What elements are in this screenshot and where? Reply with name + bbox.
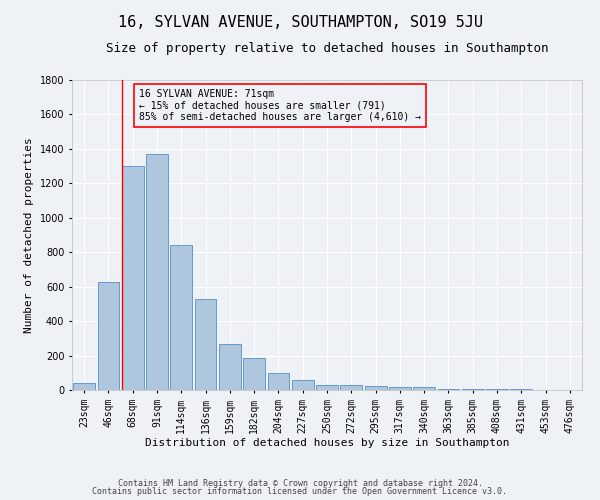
Bar — [316, 385, 338, 390]
Bar — [146, 154, 168, 390]
Bar — [292, 380, 314, 390]
Bar — [219, 344, 241, 390]
Bar — [486, 389, 508, 390]
Text: Contains HM Land Registry data © Crown copyright and database right 2024.: Contains HM Land Registry data © Crown c… — [118, 478, 482, 488]
Bar — [194, 298, 217, 390]
Bar — [268, 373, 289, 390]
Title: Size of property relative to detached houses in Southampton: Size of property relative to detached ho… — [106, 42, 548, 55]
Text: Contains public sector information licensed under the Open Government Licence v3: Contains public sector information licen… — [92, 487, 508, 496]
Bar — [413, 388, 435, 390]
Bar — [437, 388, 460, 390]
Bar — [122, 166, 143, 390]
Text: 16, SYLVAN AVENUE, SOUTHAMPTON, SO19 5JU: 16, SYLVAN AVENUE, SOUTHAMPTON, SO19 5JU — [118, 15, 482, 30]
Bar — [170, 246, 192, 390]
Text: 16 SYLVAN AVENUE: 71sqm
← 15% of detached houses are smaller (791)
85% of semi-d: 16 SYLVAN AVENUE: 71sqm ← 15% of detache… — [139, 90, 421, 122]
Bar — [389, 387, 411, 390]
Y-axis label: Number of detached properties: Number of detached properties — [24, 137, 34, 333]
Bar — [243, 358, 265, 390]
Bar — [73, 383, 95, 390]
Bar — [97, 282, 119, 390]
Bar — [340, 385, 362, 390]
X-axis label: Distribution of detached houses by size in Southampton: Distribution of detached houses by size … — [145, 438, 509, 448]
Bar — [365, 386, 386, 390]
Bar — [462, 389, 484, 390]
